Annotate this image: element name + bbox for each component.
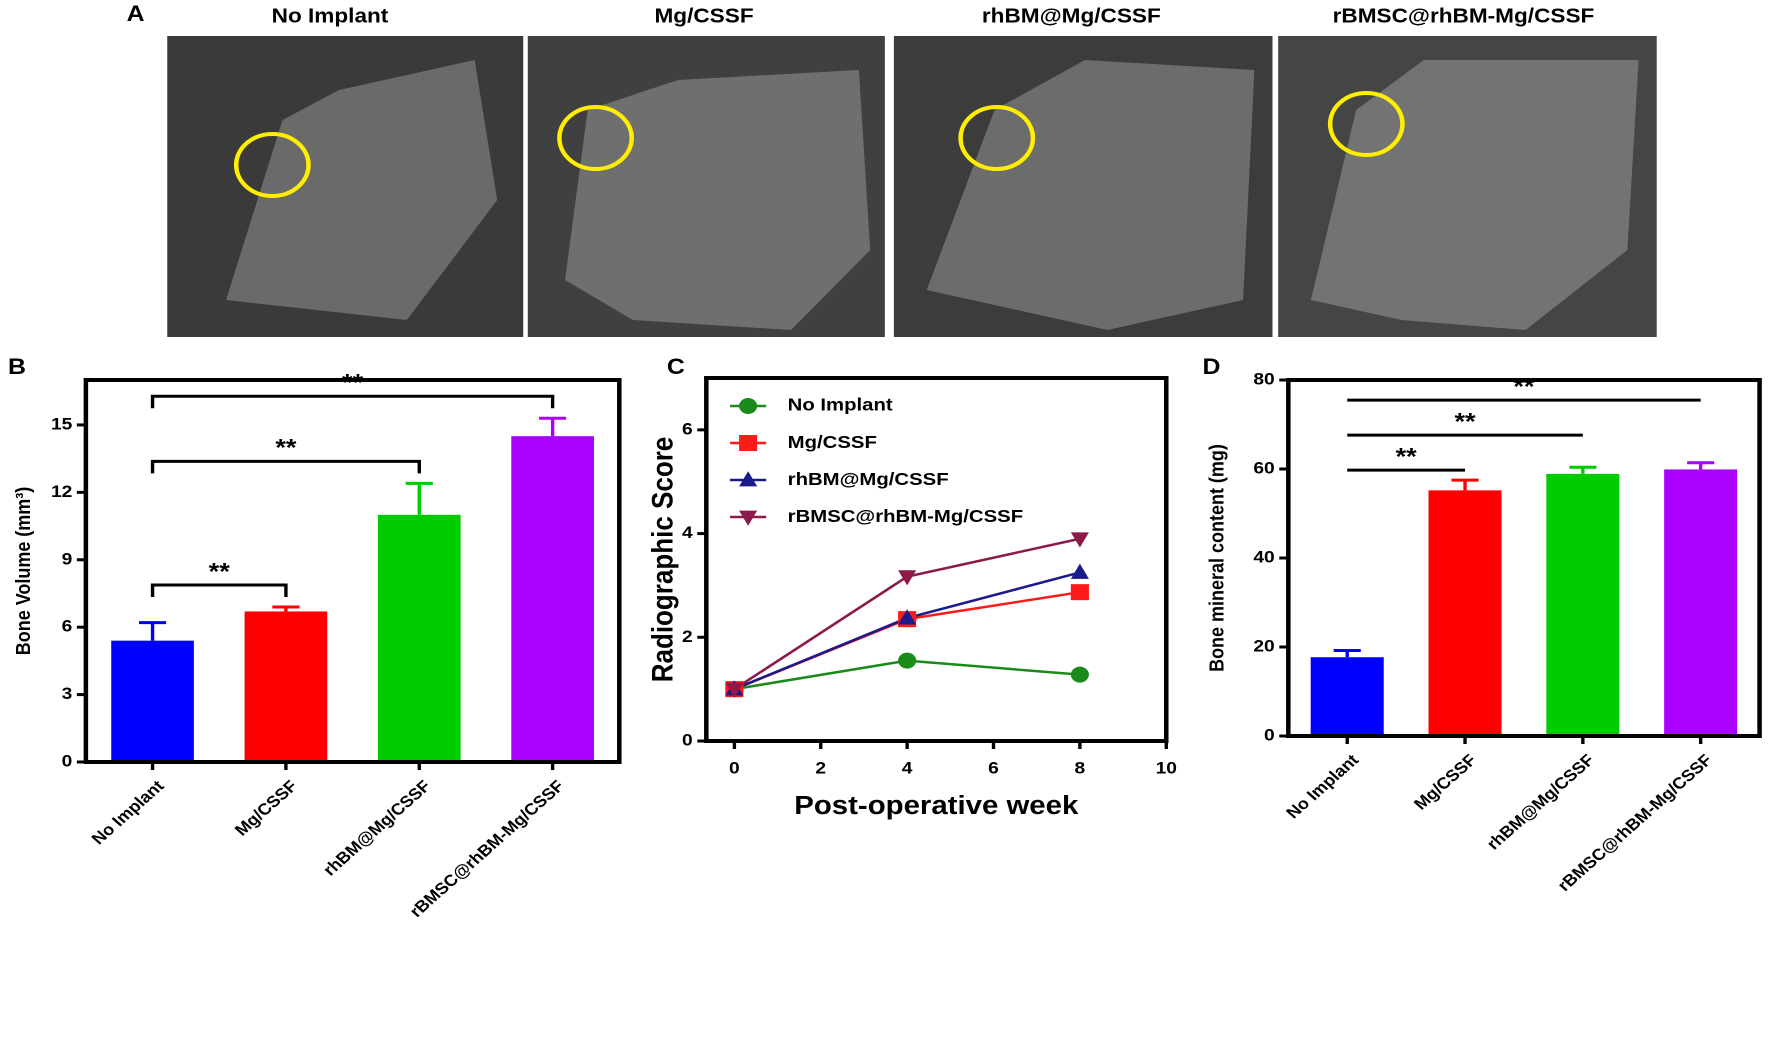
highlight-circle [958, 105, 1036, 171]
bar [111, 640, 194, 762]
x-axis-label: Post-operative week [794, 790, 1079, 819]
x-tick-label: rBMSC@rhBM-Mg/CSSF [406, 777, 568, 921]
y-tick-label: 4 [682, 523, 693, 542]
xray-body [565, 70, 871, 330]
y-tick-label: 0 [1264, 726, 1275, 745]
significance-label: ** [1454, 409, 1475, 435]
y-tick-label: 6 [682, 419, 693, 438]
bar [511, 436, 594, 762]
bar [377, 514, 461, 762]
x-tick-label: 8 [1075, 759, 1086, 778]
y-tick-label: 0 [62, 752, 73, 771]
bar [1310, 657, 1384, 736]
plot-frame [704, 376, 1169, 743]
data-point [1070, 584, 1089, 601]
significance-label: ** [342, 370, 363, 396]
bar [1664, 469, 1738, 736]
legend-label: No Implant [788, 396, 894, 416]
data-point [1070, 563, 1089, 579]
y-tick-label: 15 [51, 414, 72, 433]
legend-marker [739, 435, 758, 451]
x-tick-label: 0 [729, 759, 740, 778]
y-tick-label: 0 [682, 731, 693, 750]
highlight-circle [1327, 91, 1405, 157]
xray-body [926, 60, 1255, 330]
y-axis-label: Radiographic Score [646, 437, 679, 683]
significance-label: ** [1513, 374, 1534, 400]
y-tick-label: 6 [62, 617, 73, 636]
x-tick-label: rhBM@Mg/CSSF [1483, 751, 1598, 853]
data-point [1070, 532, 1089, 548]
legend-marker [739, 510, 758, 526]
x-tick-label: Mg/CSSF [1410, 751, 1480, 813]
x-tick-label: 10 [1156, 759, 1177, 778]
xray-body [1310, 60, 1639, 330]
significance-label: ** [275, 435, 296, 461]
panel-label: C [667, 354, 685, 378]
significance-label: ** [1396, 444, 1417, 470]
x-tick-label: No Implant [1282, 751, 1362, 822]
x-tick-label: rhBM@Mg/CSSF [319, 777, 434, 879]
y-tick-label: 80 [1253, 370, 1274, 389]
y-tick-label: 3 [62, 684, 73, 703]
data-point [725, 682, 744, 698]
xray-body [226, 60, 498, 320]
image-title: Mg/CSSF [654, 4, 753, 26]
highlight-circle [557, 105, 634, 171]
significance-bracket [150, 583, 288, 597]
panel-label: A [127, 1, 145, 25]
data-point [1070, 666, 1089, 683]
image-title: rhBM@Mg/CSSF [982, 4, 1161, 26]
xray-images [167, 36, 1657, 337]
plot-frame [1286, 378, 1762, 738]
legend-marker [739, 398, 758, 414]
data-point [898, 609, 917, 625]
x-tick-label: Mg/CSSF [231, 777, 301, 839]
bar [1546, 473, 1620, 736]
y-axis-label: Bone Volume (mm³) [13, 487, 35, 656]
legend-marker [739, 471, 758, 487]
data-point [898, 570, 917, 586]
data-point [898, 652, 917, 669]
image-title: No Implant [272, 4, 389, 26]
x-tick-label: 6 [988, 759, 999, 778]
legend-label: Mg/CSSF [788, 433, 877, 453]
x-tick-label: 2 [815, 759, 826, 778]
y-tick-label: 20 [1253, 637, 1274, 656]
bar [244, 611, 328, 762]
bar [1428, 490, 1502, 736]
significance-bracket [150, 394, 555, 409]
panel-label: B [8, 354, 26, 378]
image-title: rBMSC@rhBM-Mg/CSSF [1333, 4, 1595, 26]
series-line [733, 590, 1081, 691]
y-tick-label: 60 [1253, 459, 1274, 478]
y-axis-label: Bone mineral content (mg) [1207, 444, 1229, 672]
legend-label: rBMSC@rhBM-Mg/CSSF [788, 507, 1024, 527]
y-tick-label: 40 [1253, 548, 1274, 567]
x-tick-label: No Implant [88, 777, 168, 848]
panel-label: D [1202, 354, 1220, 378]
plot-frame [83, 378, 622, 764]
y-tick-label: 12 [51, 482, 72, 501]
significance-label: ** [209, 559, 230, 585]
highlight-circle [233, 132, 311, 198]
x-tick-label: 4 [902, 759, 913, 778]
significance-bracket [150, 459, 421, 474]
legend-label: rhBM@Mg/CSSF [788, 470, 949, 490]
y-tick-label: 2 [682, 627, 693, 646]
y-tick-label: 9 [62, 549, 73, 568]
